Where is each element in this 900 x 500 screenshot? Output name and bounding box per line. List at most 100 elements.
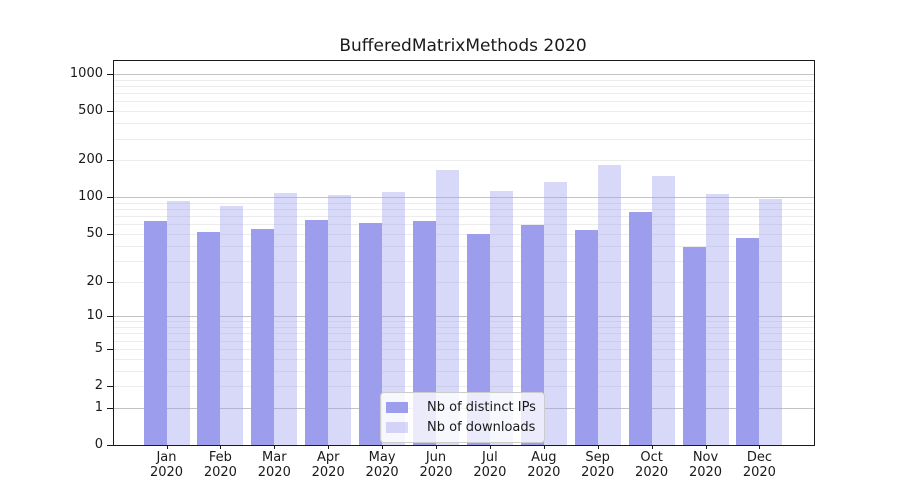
x-tick-mark (166, 445, 168, 449)
x-tick-label: Feb 2020 (203, 450, 237, 480)
minor-gridline (114, 233, 814, 235)
bar-distinct-ips (197, 231, 221, 445)
x-tick-mark (759, 445, 761, 449)
legend-label-distinct-ips: Nb of distinct IPs (427, 399, 536, 415)
y-tick-mark (107, 233, 114, 235)
y-tick-mark (107, 348, 114, 350)
bar-downloads (436, 169, 459, 445)
minor-gridline (114, 160, 814, 162)
minor-gridline (114, 348, 814, 350)
bar-downloads (543, 181, 567, 445)
y-tick-label: 5 (94, 340, 103, 356)
legend: Nb of distinct IPs Nb of downloads (380, 392, 545, 443)
x-tick-label: Jul 2020 (473, 450, 507, 480)
y-tick-mark (107, 281, 114, 283)
x-tick-mark (328, 445, 330, 449)
plot-area: Nb of distinct IPs Nb of downloads (113, 60, 815, 446)
bar-downloads (328, 195, 352, 445)
y-tick-label: 100 (78, 189, 103, 205)
minor-gridline (114, 209, 814, 210)
minor-gridline (114, 79, 814, 81)
y-tick-mark (107, 386, 114, 387)
bar-downloads (382, 191, 406, 445)
bar-distinct-ips (520, 225, 544, 445)
legend-label-downloads: Nb of downloads (427, 419, 536, 435)
x-tick-label: Mar 2020 (257, 450, 291, 480)
y-tick-mark (107, 445, 114, 446)
y-tick-label: 50 (86, 225, 103, 241)
bar-downloads (274, 193, 298, 445)
legend-entry-distinct-ips: Nb of distinct IPs (386, 397, 536, 417)
minor-gridline (114, 281, 814, 283)
y-tick-label: 2 (94, 378, 103, 393)
minor-gridline (114, 123, 814, 125)
y-tick-label: 0 (94, 437, 103, 452)
minor-gridline (114, 224, 814, 226)
x-tick-mark (597, 445, 599, 449)
legend-swatch-downloads (386, 421, 408, 433)
bar-downloads (759, 198, 783, 445)
bar-downloads (220, 206, 244, 445)
minor-gridline (114, 93, 814, 95)
x-tick-mark (705, 445, 707, 449)
bar-distinct-ips (628, 212, 652, 445)
y-tick-label: 10 (86, 308, 103, 324)
y-tick-mark (107, 111, 114, 113)
minor-gridline (114, 333, 814, 335)
bar-distinct-ips (251, 228, 275, 445)
y-tick-mark (107, 160, 114, 162)
y-tick-label: 20 (86, 273, 103, 289)
x-tick-mark (382, 445, 384, 449)
bar-downloads (651, 175, 675, 445)
x-tick-mark (274, 445, 276, 449)
bar-downloads (166, 201, 190, 445)
minor-gridline (114, 85, 814, 87)
x-tick-label: Dec 2020 (742, 450, 776, 480)
y-tick-mark (107, 197, 114, 199)
x-tick-label: May 2020 (365, 450, 399, 480)
x-tick-mark (489, 445, 491, 449)
bar-downloads (597, 164, 621, 445)
minor-gridline (114, 327, 814, 328)
bar-distinct-ips (574, 229, 598, 445)
bar-distinct-ips (143, 220, 167, 445)
major-gridline (114, 74, 814, 75)
x-tick-label: Apr 2020 (311, 450, 345, 480)
x-tick-label: Jan 2020 (149, 450, 184, 480)
x-tick-label: Aug 2020 (527, 450, 561, 480)
minor-gridline (114, 358, 814, 360)
x-tick-label: Sep 2020 (581, 450, 615, 480)
bar-downloads (489, 191, 513, 445)
y-tick-mark (107, 74, 114, 75)
major-gridline (114, 316, 814, 318)
bar-distinct-ips (359, 223, 383, 445)
minor-gridline (114, 340, 814, 342)
minor-gridline (114, 202, 814, 204)
x-tick-label: Jun 2020 (419, 450, 453, 480)
x-tick-label: Nov 2020 (688, 450, 723, 480)
bar-distinct-ips (682, 246, 706, 445)
minor-gridline (114, 370, 814, 372)
y-tick-label: 1000 (69, 66, 103, 81)
minor-gridline (114, 111, 814, 113)
y-tick-label: 500 (78, 103, 103, 119)
x-tick-mark (543, 445, 545, 449)
y-tick-mark (107, 407, 114, 409)
legend-swatch-distinct-ips (386, 401, 408, 413)
minor-gridline (114, 321, 814, 323)
x-tick-label: Oct 2020 (635, 450, 669, 480)
major-gridline (114, 197, 814, 199)
y-tick-mark (107, 316, 114, 318)
minor-gridline (114, 245, 814, 247)
bar-distinct-ips (736, 238, 760, 445)
x-tick-mark (220, 445, 222, 449)
x-tick-mark (436, 445, 437, 449)
minor-gridline (114, 386, 814, 387)
minor-gridline (114, 138, 814, 140)
y-tick-label: 1 (94, 399, 103, 415)
bar-distinct-ips (305, 220, 329, 445)
chart-title: BufferedMatrixMethods 2020 (339, 36, 587, 56)
legend-entry-downloads: Nb of downloads (386, 417, 536, 437)
minor-gridline (114, 216, 814, 218)
